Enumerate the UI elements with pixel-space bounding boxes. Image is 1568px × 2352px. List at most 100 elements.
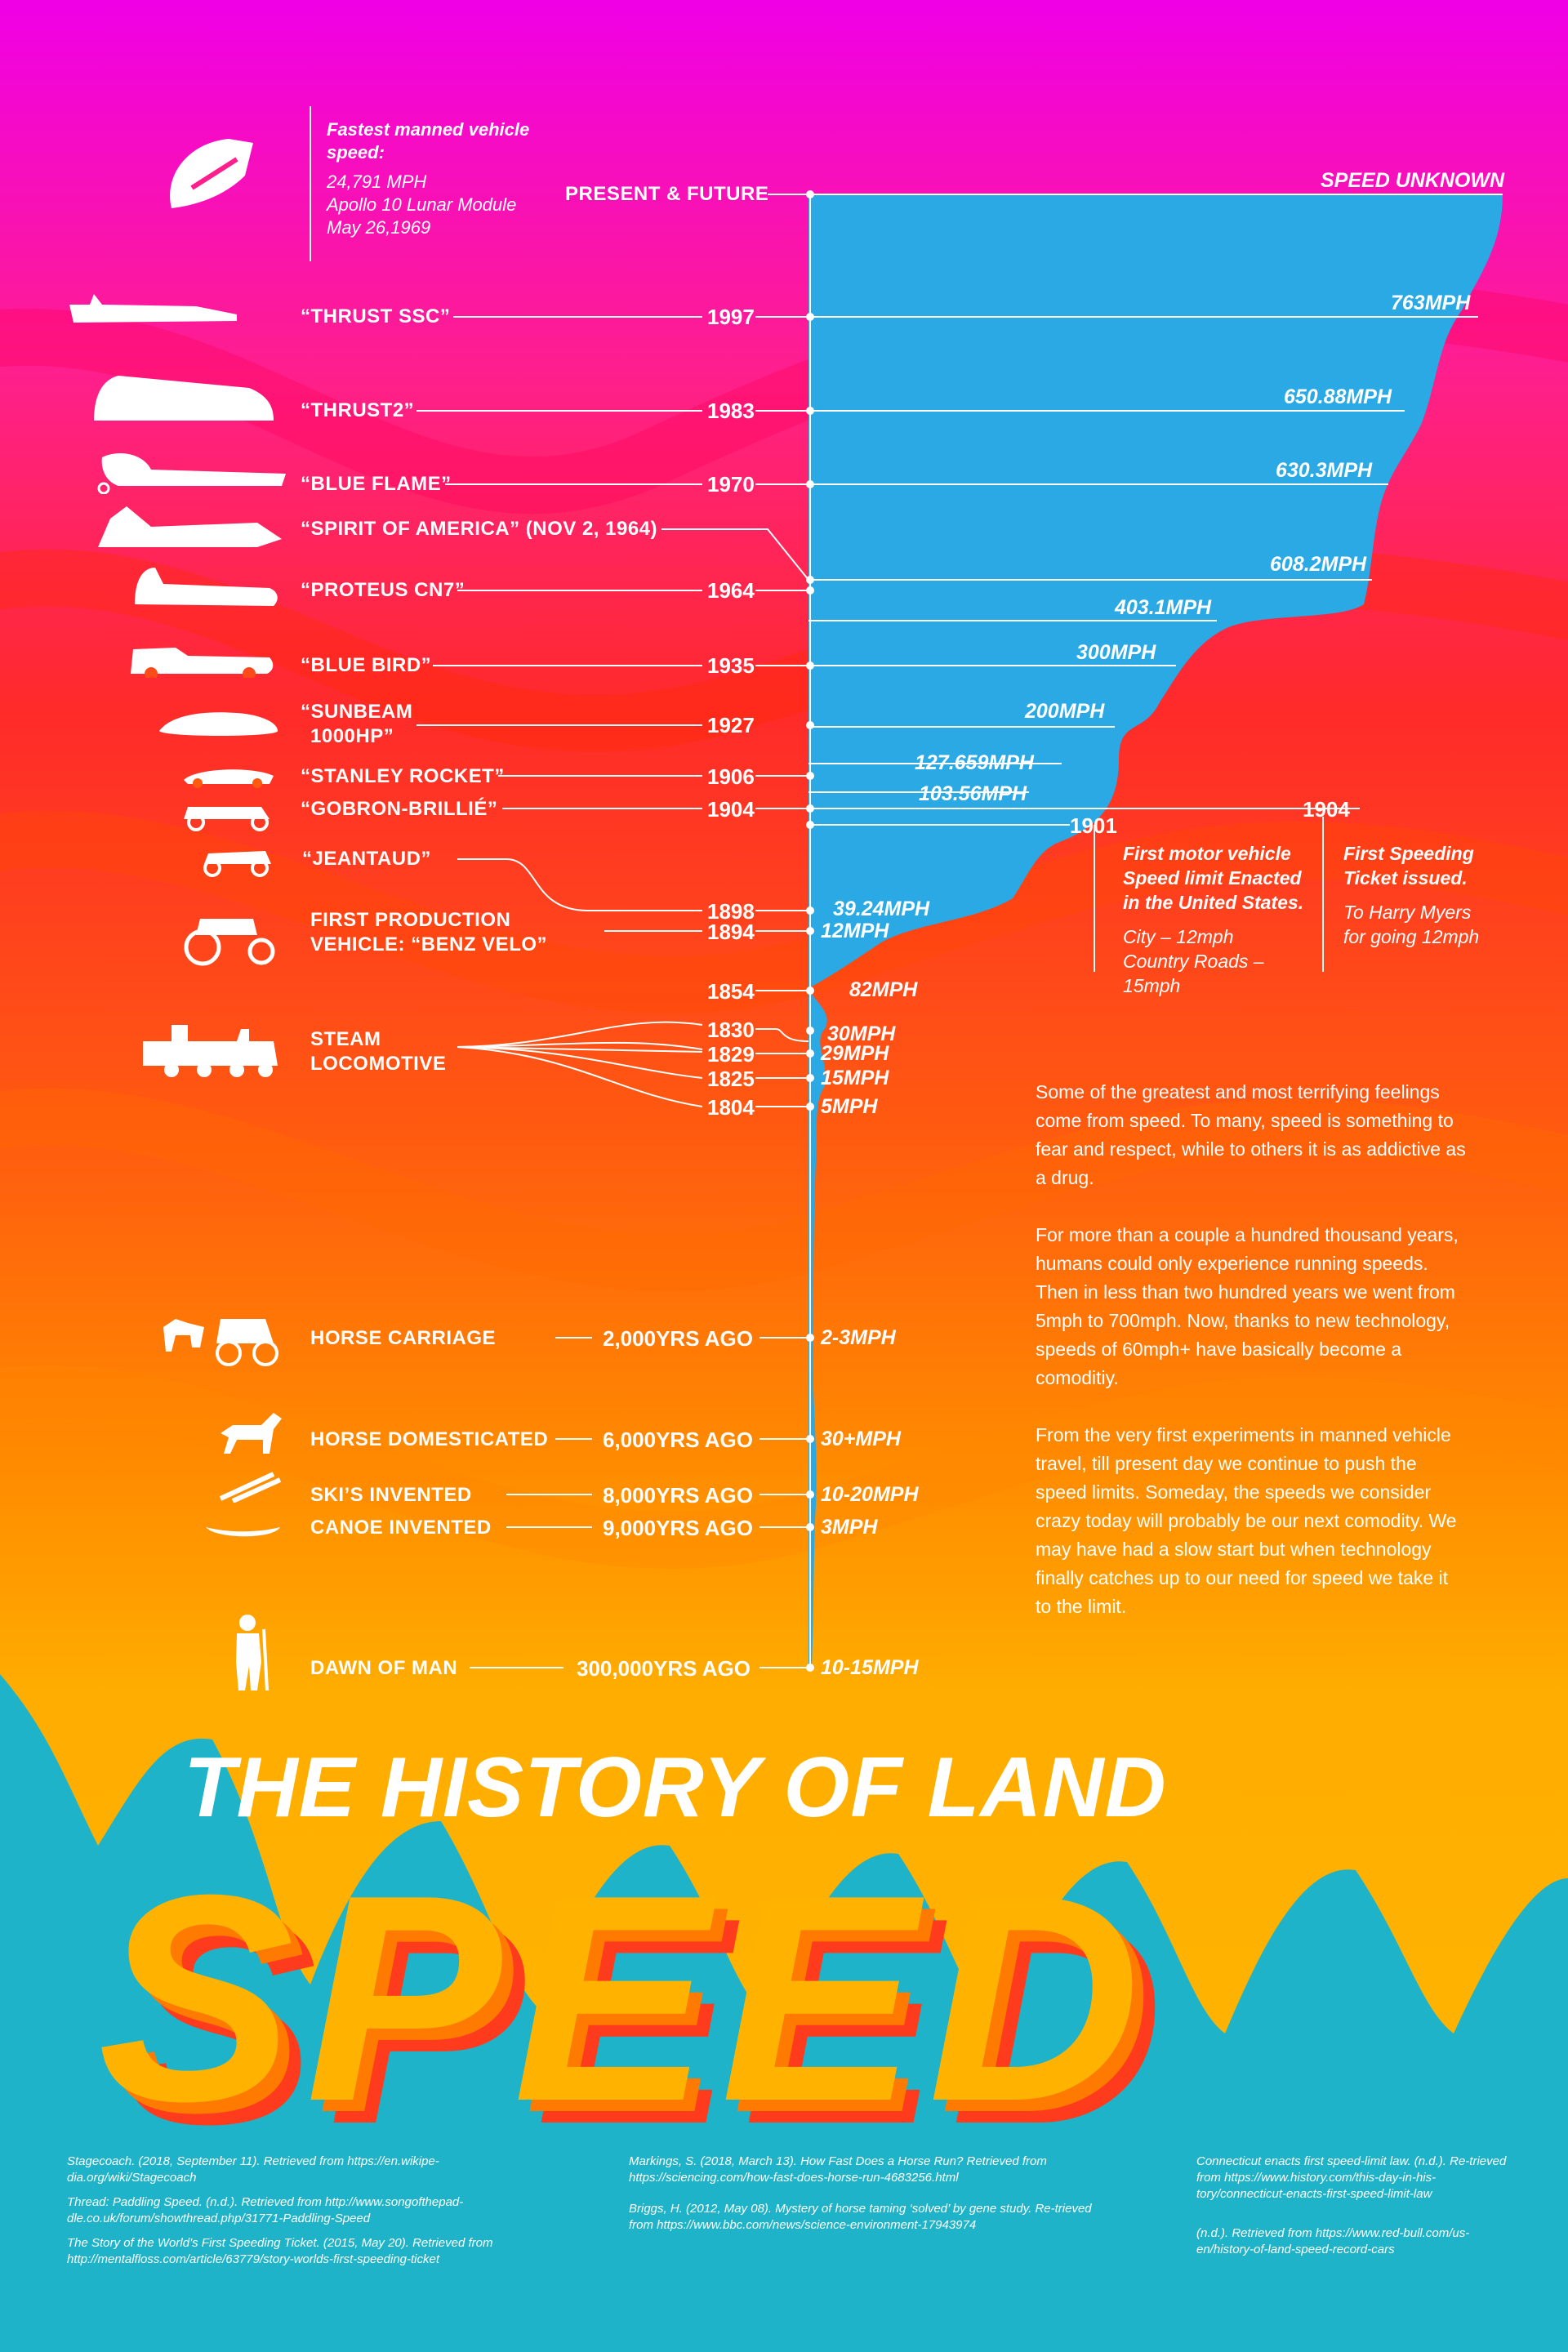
year-label: 1935 (707, 653, 755, 678)
label-steam-2: LOCOMOTIVE (310, 1053, 447, 1075)
years-ago-label: 2,000YRS AGO (603, 1326, 754, 1351)
speed-value: 608.2MPH (1270, 553, 1367, 576)
blue-flame-icon (97, 453, 286, 494)
speed-value: 763MPH (1391, 292, 1471, 314)
note-heading: Fastest manned vehicle speed: (327, 119, 530, 163)
reference: Stagecoach. (2018, September 11). Retrie… (67, 2154, 439, 2185)
note-heading: First motor vehicle (1123, 843, 1291, 864)
thrust2-icon (94, 376, 274, 421)
intro-text: Some of the greatest and most terrifying… (1036, 1078, 1468, 1621)
paragraph: Some of the greatest and most terrifying… (1036, 1081, 1466, 1188)
gobron-icon (184, 807, 270, 831)
label-sunbeam: “SUNBEAM (301, 701, 413, 723)
label-gobron: “GOBRON-BRILLIÉ” (301, 798, 498, 820)
speed-value: 30MPH (827, 1022, 896, 1045)
note-heading: Speed limit Enacted (1123, 867, 1302, 889)
years-ago-label: 8,000YRS AGO (603, 1483, 754, 1508)
skis-icon (219, 1472, 282, 1503)
label-blue-bird: “BLUE BIRD” (301, 654, 432, 676)
reference: (n.d.). Retrieved from https://www.red-b… (1196, 2226, 1470, 2256)
capsule-icon (170, 139, 253, 208)
fastest-vehicle-note: Fastest manned vehicle speed: 24,791 MPH… (327, 118, 572, 239)
steam-locomotive-icon (143, 1025, 278, 1077)
speed-value: 300MPH (1076, 641, 1156, 664)
speed-value: 103.56MPH (919, 782, 1027, 805)
year-label: 1904 (707, 797, 755, 822)
year-label: 1830 (707, 1018, 755, 1042)
year-label: 1927 (707, 713, 755, 737)
horse-carriage-icon (163, 1319, 278, 1366)
speed-value: 200MPH (1025, 700, 1105, 723)
speed-value: 82MPH (849, 978, 918, 1001)
year-label: 1898 (707, 899, 755, 924)
label-skis: SKI’S INVENTED (310, 1484, 472, 1506)
thrust-ssc-icon (69, 294, 237, 323)
reference: The Story of the World’s First Speeding … (67, 2236, 493, 2266)
reference: Briggs, H. (2012, May 08). Mystery of ho… (629, 2202, 1092, 2232)
year-label: 1964 (707, 578, 755, 603)
label-jeantaud: “JEANTAUD” (302, 848, 431, 870)
note-line: 24,791 MPH (327, 172, 427, 192)
label-thrust-ssc: “THRUST SSC” (301, 305, 451, 327)
references-col-2: Markings, S. (2018, March 13). How Fast … (629, 2154, 1094, 2234)
note-line: To Harry Myers (1343, 902, 1472, 923)
speed-value: 127.659MPH (915, 751, 1034, 774)
note-line: City – 12mph (1123, 926, 1234, 947)
paragraph: From the very first experiments in manne… (1036, 1424, 1457, 1617)
year-label: 1804 (707, 1095, 755, 1120)
year-label: 1894 (707, 920, 755, 944)
blue-bird-icon (131, 648, 274, 678)
caveman-icon (236, 1615, 269, 1691)
reference: Connecticut enacts first speed-limit law… (1196, 2154, 1507, 2201)
years-ago-label: 300,000YRS AGO (577, 1656, 751, 1681)
note-heading: First Speeding (1343, 843, 1474, 864)
speed-value: 12MPH (821, 920, 889, 942)
year-label: 1983 (707, 399, 755, 423)
note-line: May 26,1969 (327, 217, 431, 238)
speed-area (808, 194, 1503, 1666)
reference: Markings, S. (2018, March 13). How Fast … (629, 2154, 1047, 2185)
references-col-3: Connecticut enacts first speed-limit law… (1196, 2154, 1523, 2258)
label-thrust2: “THRUST2” (301, 399, 415, 421)
speed-value: 630.3MPH (1276, 459, 1373, 482)
jeantaud-icon (203, 851, 271, 877)
benz-velo-icon (184, 919, 275, 966)
label-steam: STEAM (310, 1028, 381, 1050)
speed-value: 29MPH (821, 1042, 889, 1065)
note-heading: Ticket issued. (1343, 867, 1468, 889)
label-benz: FIRST PRODUCTION (310, 909, 511, 931)
speed-value: 403.1MPH (1115, 596, 1212, 619)
year-label: 1829 (707, 1042, 755, 1067)
note-line: Apollo 10 Lunar Module (327, 194, 517, 215)
year-label-1904b: 1904 (1303, 797, 1350, 822)
years-ago-label: 6,000YRS AGO (603, 1428, 754, 1452)
label-dawn-of-man: DAWN OF MAN (310, 1657, 458, 1679)
year-label: 1825 (707, 1067, 755, 1091)
year-label: 1970 (707, 472, 755, 497)
label-horse-carriage: HORSE CARRIAGE (310, 1327, 497, 1349)
year-label: 1906 (707, 764, 755, 789)
title-speed: SPEED (98, 1834, 1152, 2163)
label-sunbeam-2: 1000HP” (310, 725, 394, 747)
horse-icon (220, 1413, 282, 1454)
speed-limit-note: First motor vehicle Speed limit Enacted … (1123, 841, 1319, 998)
stanley-rocket-icon (184, 769, 274, 788)
speed-unknown: SPEED UNKNOWN (1321, 169, 1505, 192)
label-canoe: CANOE INVENTED (310, 1517, 492, 1539)
references-col-1: Stagecoach. (2018, September 11). Retrie… (67, 2154, 541, 2268)
proteus-icon (135, 568, 278, 606)
label-horse-domesticated: HORSE DOMESTICATED (310, 1428, 549, 1450)
speed-value: 30+MPH (821, 1428, 901, 1450)
year-label-1901: 1901 (1070, 813, 1117, 838)
year-label: 1997 (707, 305, 755, 329)
speed-value: 10-20MPH (821, 1483, 919, 1506)
paragraph: For more than a couple a hundred thousan… (1036, 1224, 1459, 1388)
label-spirit: “SPIRIT OF AMERICA” (NOV 2, 1964) (301, 518, 658, 540)
spirit-of-america-icon (98, 506, 282, 547)
speed-value: 2-3MPH (821, 1326, 896, 1349)
note-line: for going 12mph (1343, 926, 1480, 947)
label-blue-flame: “BLUE FLAME” (301, 473, 452, 495)
years-ago-label: 9,000YRS AGO (603, 1516, 754, 1540)
label-proteus: “PROTEUS CN7” (301, 579, 466, 601)
speed-value: 650.88MPH (1284, 385, 1392, 408)
